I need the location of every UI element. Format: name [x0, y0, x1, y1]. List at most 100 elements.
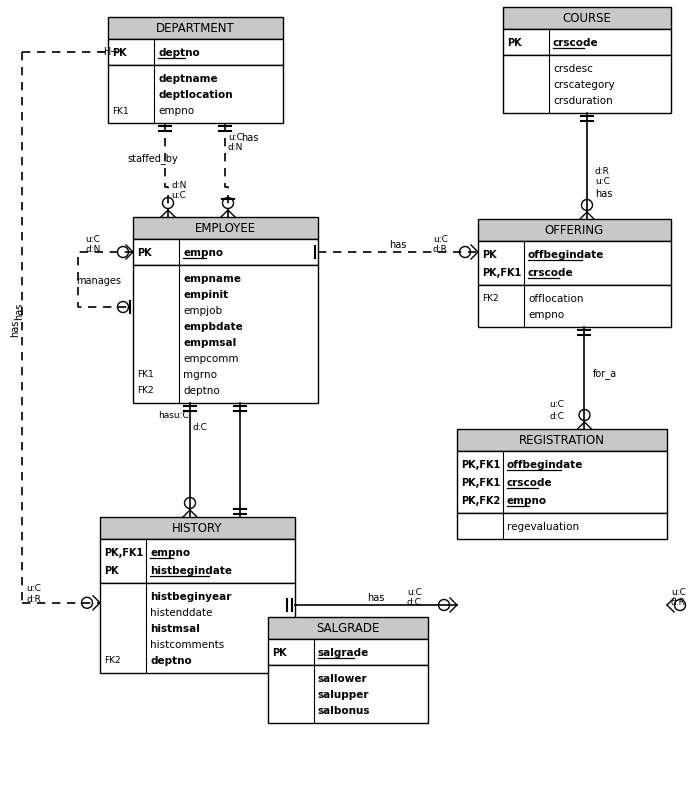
Text: mgrno: mgrno — [183, 370, 217, 379]
Text: empname: empname — [183, 273, 241, 284]
Bar — [133, 265, 318, 403]
Text: EMPLOYEE: EMPLOYEE — [195, 222, 256, 235]
Text: u:C: u:C — [407, 588, 422, 597]
Text: crscategory: crscategory — [553, 80, 615, 90]
Text: empcomm: empcomm — [183, 354, 239, 363]
Bar — [457, 452, 667, 513]
Text: deptlocation: deptlocation — [158, 90, 233, 100]
Text: PK: PK — [137, 248, 152, 257]
Text: offbegindate: offbegindate — [507, 460, 583, 469]
Text: for_a: for_a — [593, 368, 617, 379]
Text: has: has — [241, 133, 258, 143]
Text: d:C: d:C — [549, 412, 564, 421]
Text: deptno: deptno — [150, 655, 192, 665]
Text: empjob: empjob — [183, 306, 222, 316]
Bar — [133, 240, 318, 265]
Text: sallower: sallower — [318, 673, 368, 683]
Text: empno: empno — [150, 547, 190, 557]
Text: PK,FK1: PK,FK1 — [104, 547, 144, 557]
Text: salgrade: salgrade — [318, 647, 369, 657]
Text: OFFERING: OFFERING — [545, 225, 604, 237]
Text: empbdate: empbdate — [183, 322, 243, 331]
Text: has: has — [389, 240, 406, 249]
Bar — [108, 66, 283, 124]
Text: PK: PK — [112, 48, 127, 58]
Text: crscode: crscode — [553, 38, 599, 48]
Text: crsdesc: crsdesc — [553, 64, 593, 74]
Text: histcomments: histcomments — [150, 639, 224, 649]
Text: FK2: FK2 — [137, 386, 154, 395]
Text: d:R: d:R — [433, 245, 448, 254]
Text: d:R: d:R — [671, 597, 686, 607]
Bar — [457, 429, 667, 452]
Bar — [268, 639, 428, 665]
Text: PK: PK — [507, 38, 522, 48]
Text: histmsal: histmsal — [150, 623, 200, 634]
Text: u:C: u:C — [433, 235, 448, 244]
Text: hasu:C: hasu:C — [158, 411, 189, 420]
Bar — [503, 8, 671, 30]
Text: u:C: u:C — [85, 234, 100, 243]
Bar — [503, 30, 671, 56]
Text: empno: empno — [158, 106, 194, 115]
Text: SALGRADE: SALGRADE — [316, 622, 380, 634]
Text: deptno: deptno — [183, 386, 219, 395]
Text: FK1: FK1 — [137, 370, 154, 379]
Text: COURSE: COURSE — [562, 13, 611, 26]
Text: empno: empno — [183, 248, 223, 257]
Text: staffed_by: staffed_by — [127, 153, 178, 164]
Text: has: has — [595, 188, 612, 199]
Text: PK: PK — [272, 647, 286, 657]
Text: has: has — [10, 319, 20, 337]
Text: crscode: crscode — [528, 268, 573, 277]
Text: deptname: deptname — [158, 74, 217, 84]
Bar — [503, 56, 671, 114]
Text: d:C: d:C — [192, 423, 207, 432]
Text: u:C: u:C — [549, 400, 564, 409]
Bar — [133, 217, 318, 240]
Text: d:C: d:C — [407, 597, 422, 607]
Text: d:N: d:N — [171, 181, 186, 190]
Bar — [100, 583, 295, 673]
Text: empno: empno — [528, 310, 564, 320]
Text: HISTORY: HISTORY — [172, 522, 223, 535]
Text: deptno: deptno — [158, 48, 199, 58]
Text: u:C: u:C — [171, 191, 186, 200]
Text: PK,FK1: PK,FK1 — [461, 477, 500, 488]
Bar — [108, 18, 283, 40]
Bar — [478, 220, 671, 241]
Text: PK,FK1: PK,FK1 — [482, 268, 521, 277]
Text: regevaluation: regevaluation — [507, 521, 579, 532]
Text: d:N: d:N — [228, 144, 244, 152]
Text: u:C: u:C — [595, 177, 610, 186]
Text: PK: PK — [104, 565, 119, 575]
Text: histenddate: histenddate — [150, 607, 213, 618]
Bar — [457, 513, 667, 539]
Text: FK2: FK2 — [482, 294, 499, 303]
Text: crsduration: crsduration — [553, 96, 613, 106]
Text: offbegindate: offbegindate — [528, 249, 604, 260]
Text: manages: manages — [76, 275, 121, 286]
Bar — [268, 618, 428, 639]
Text: u:C: u:C — [228, 133, 243, 142]
Text: REGISTRATION: REGISTRATION — [519, 434, 605, 447]
Bar — [108, 40, 283, 66]
Text: d:N: d:N — [85, 244, 100, 253]
Bar — [268, 665, 428, 723]
Text: PK: PK — [482, 249, 497, 260]
Text: histbeginyear: histbeginyear — [150, 591, 231, 602]
Text: salbonus: salbonus — [318, 705, 371, 715]
Bar — [478, 286, 671, 327]
Text: d:R: d:R — [26, 594, 41, 604]
Text: has: has — [367, 592, 385, 602]
Text: ─H─: ─H─ — [98, 47, 117, 57]
Text: PK,FK2: PK,FK2 — [461, 496, 500, 505]
Text: has: has — [14, 302, 24, 319]
Bar — [478, 241, 671, 286]
Text: u:C: u:C — [671, 588, 686, 597]
Text: empmsal: empmsal — [183, 338, 236, 347]
Text: offlocation: offlocation — [528, 294, 584, 304]
Text: d:R: d:R — [595, 168, 610, 176]
Bar — [100, 539, 295, 583]
Text: crscode: crscode — [507, 477, 553, 488]
